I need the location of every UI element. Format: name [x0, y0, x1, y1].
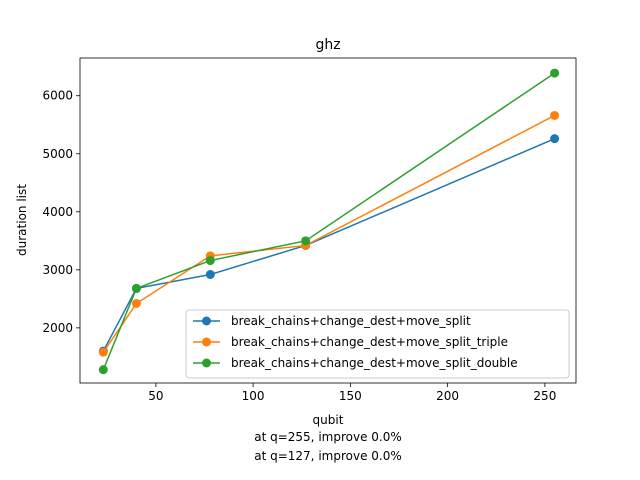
y-tick-label: 5000: [42, 147, 73, 161]
legend-entry: break_chains+change_dest+move_split_trip…: [193, 335, 508, 349]
plot-frame: [79, 57, 577, 384]
data-point: [131, 283, 141, 293]
x-tick-label: 150: [339, 389, 362, 403]
note-line-1: at q=255, improve 0.0%: [254, 430, 402, 444]
y-tick-label: 4000: [42, 205, 73, 219]
data-point: [550, 68, 560, 78]
legend: break_chains+change_dest+move_splitbreak…: [185, 309, 570, 379]
x-tick-label: 250: [533, 389, 556, 403]
data-point: [301, 236, 311, 246]
data-point: [205, 256, 215, 266]
legend-swatch-marker: [202, 358, 211, 368]
legend-box: [185, 309, 570, 379]
legend-entry: break_chains+change_dest+move_split: [193, 314, 471, 328]
series-3: [98, 68, 560, 375]
note-line-2: at q=127, improve 0.0%: [254, 449, 402, 463]
data-point: [98, 347, 108, 357]
legend-label: break_chains+change_dest+move_split_trip…: [231, 335, 508, 349]
legend-label: break_chains+change_dest+move_split: [231, 314, 471, 328]
legend-swatch-marker: [202, 316, 211, 326]
legend-entries: break_chains+change_dest+move_splitbreak…: [193, 314, 518, 370]
x-axis-ticks: 50 100 150 200 250: [148, 383, 556, 403]
y-tick-label: 6000: [42, 89, 73, 103]
data-point: [98, 365, 108, 375]
legend-entry: break_chains+change_dest+move_split_doub…: [193, 356, 518, 370]
legend-label: break_chains+change_dest+move_split_doub…: [231, 356, 518, 370]
y-tick-label: 2000: [42, 321, 73, 335]
x-tick-label: 100: [242, 389, 265, 403]
data-point: [131, 298, 141, 308]
y-axis-label: duration list: [15, 184, 29, 256]
x-tick-label: 50: [148, 389, 163, 403]
legend-swatch-marker: [202, 337, 211, 347]
x-tick-label: 200: [436, 389, 459, 403]
data-point: [550, 110, 560, 120]
chart-title: ghz: [315, 37, 340, 53]
x-axis-label: qubit: [313, 413, 344, 427]
data-point: [205, 269, 215, 279]
y-tick-label: 3000: [42, 263, 73, 277]
y-axis-ticks: 2000 3000 4000 5000 6000: [42, 89, 80, 335]
data-point: [550, 134, 560, 144]
series-layer: [98, 68, 560, 375]
